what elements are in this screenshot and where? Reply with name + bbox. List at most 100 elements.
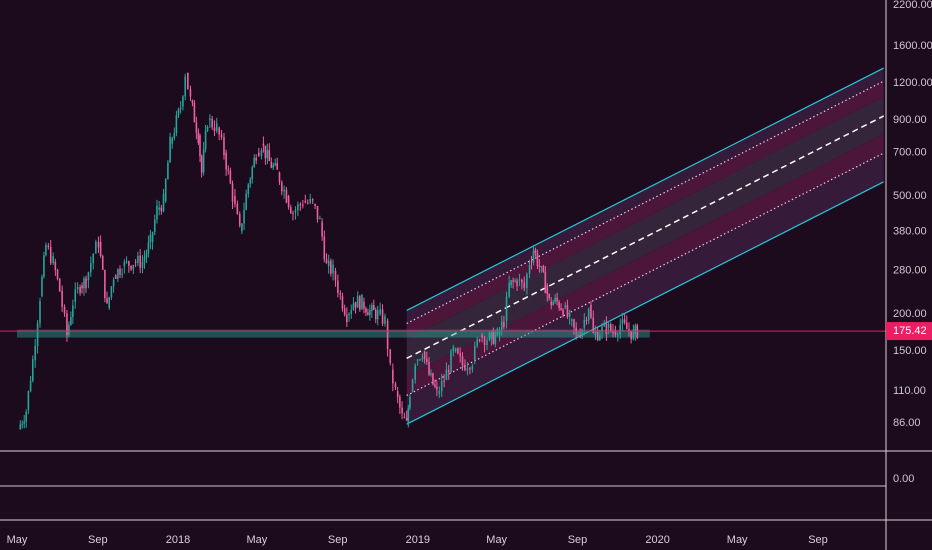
candle-body [346,314,348,323]
candle-body [319,218,321,220]
candle-body [234,195,236,204]
candle-body [110,286,113,298]
candle-body [130,265,132,270]
candle-body [158,207,160,210]
candle-body [528,265,531,274]
channel-line[interactable] [406,152,884,396]
candle-body [149,234,152,243]
candle-body [162,193,165,212]
candle-body [554,297,556,303]
candle-body [281,182,283,192]
candle-body [483,337,486,345]
candle-body [605,323,608,335]
candle-body [550,301,553,306]
candle-body [99,241,102,257]
indicator-axis-label: 0.00 [893,473,914,485]
candle-body [274,163,277,166]
candle-body [169,136,171,163]
candle-body [476,339,478,346]
candle-body [544,271,547,294]
candle-body [231,183,234,202]
candle-body [255,157,257,161]
candle-body [623,319,626,323]
candle-body [76,287,79,290]
channel-line[interactable] [406,181,884,425]
candle-body [636,325,639,338]
candle-body [409,396,411,409]
candle-body [101,256,104,270]
candle-body [426,358,428,362]
candle-body [523,282,526,288]
candle-body [108,297,111,308]
candle-body [530,261,533,263]
candle-body [590,304,592,318]
price-axis[interactable]: 2200.00 1600.00 1200.00 900.00 700.00 500.00 3… [893,0,932,429]
candle-body [461,356,464,366]
candle-body [367,312,369,316]
candle-body [445,369,448,381]
candle-body [386,320,389,350]
candle-body [536,253,539,266]
candle-body [457,348,459,354]
candle-body [104,269,106,299]
candle-body [542,266,545,272]
candle-body [175,115,178,134]
candle-body [508,282,510,297]
candle-body [548,294,551,298]
candle-body [594,331,597,336]
candle-body [270,162,273,168]
candle-body [371,305,373,311]
candle-body [379,309,381,315]
time-axis-label: Sep [808,534,828,546]
candle-body [438,391,441,394]
price-axis-label: 500.00 [893,190,927,202]
channel-line[interactable] [406,80,884,325]
candle-body [202,149,205,173]
candle-body [304,201,307,203]
candle-body [617,334,619,336]
candle-body [206,126,209,131]
candle-body [575,327,577,333]
candle-body [268,150,271,162]
candle-body [421,357,424,360]
candle-body [191,100,194,104]
price-axis-label: 150.00 [893,345,927,357]
channel-line[interactable] [406,115,885,359]
candle-body [401,407,403,414]
candle-body [614,331,617,335]
price-axis-label: 86.00 [893,417,921,429]
candle-body [534,249,537,254]
horizontal-level[interactable] [17,329,650,338]
candle-body [156,205,158,220]
time-axis[interactable]: May Sep 2018 May Sep 2019 May Sep 2020 May Sep [7,534,828,546]
candle-body [31,359,34,381]
candle-body [182,96,184,107]
candle-body [325,259,328,264]
candle-body [311,199,314,201]
candle-body [227,169,230,171]
candle-body [137,255,139,263]
candle-body [29,380,32,392]
channel-line[interactable] [406,67,884,311]
candle-body [571,319,573,321]
candle-body [440,380,443,392]
candle-body [512,280,514,282]
candle-body [343,308,346,315]
candle-body [473,345,476,361]
candle-body [200,156,203,173]
candle-body [452,346,455,352]
candle-body [218,127,220,135]
candle-body [56,269,59,279]
candle-body [83,278,85,289]
time-axis-label: 2020 [645,534,669,546]
candle-body [278,172,281,183]
price-axis-label: 1600.00 [893,40,932,52]
candle-body [68,324,70,336]
candle-body [19,424,22,430]
candle-body [43,255,45,277]
candle-body [405,417,408,421]
channel-band [406,81,884,340]
candle-body [72,305,74,318]
candle-body [123,261,126,267]
